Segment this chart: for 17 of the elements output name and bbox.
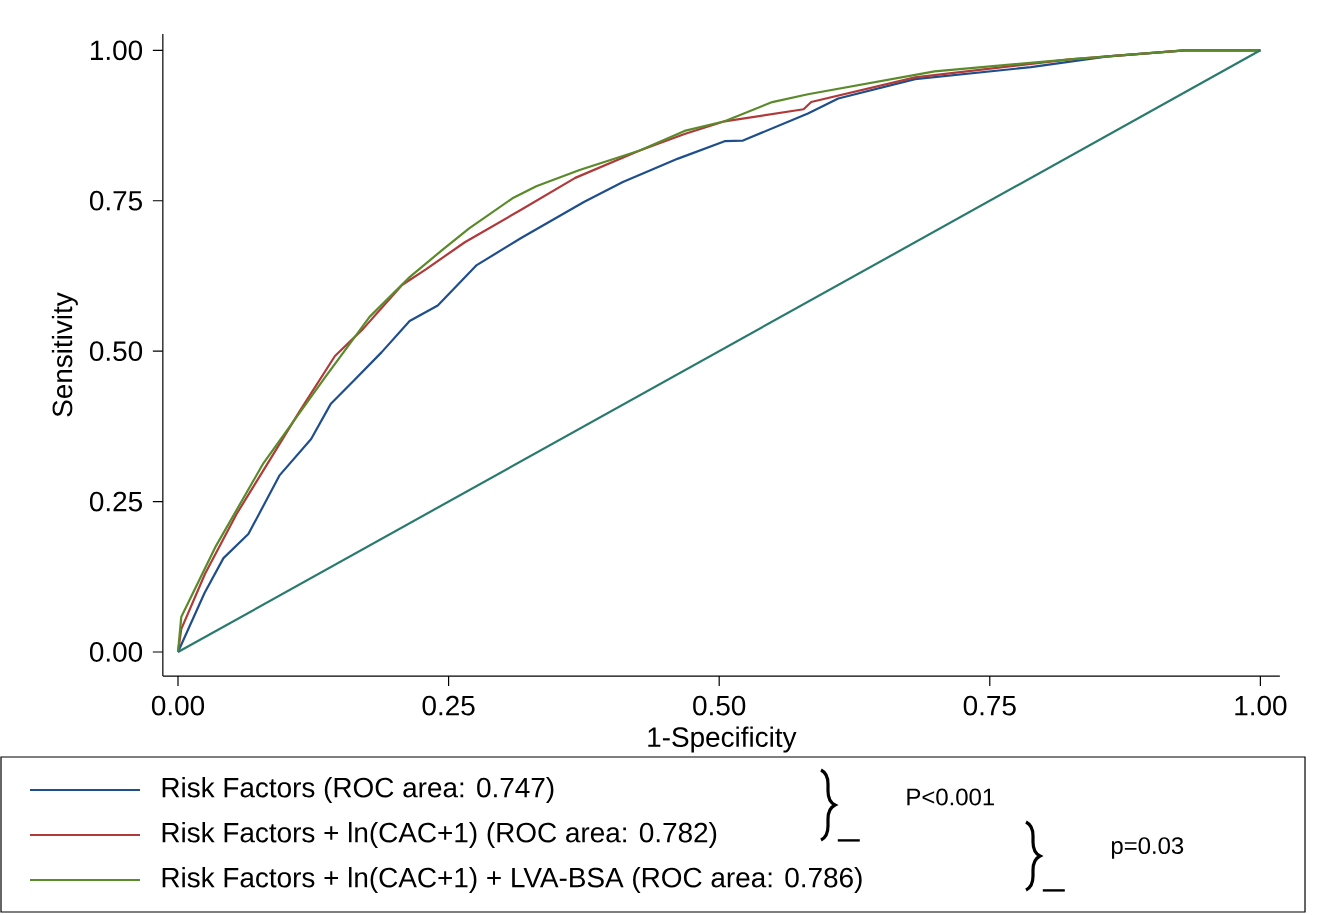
- x-axis-title: 1-Specificity: [648, 726, 797, 753]
- y-tick-label: 0.00: [89, 642, 143, 662]
- y-tick-label: 0.75: [89, 190, 142, 211]
- x-tick-label: 0.75: [963, 695, 1016, 716]
- x-tick-label: 0.25: [422, 695, 475, 716]
- y-tick-label: 0.50: [89, 341, 143, 362]
- legend-label: Risk Factors + ln(CAC+1) (ROC area: 0.782): [162, 822, 717, 848]
- legend-label: Risk Factors (ROC area: 0.747): [162, 777, 554, 803]
- x-tick-label: 0.00: [151, 695, 205, 716]
- legend-label: Risk Factors + ln(CAC+1) + LVA-BSA (ROC area: 0.786): [162, 867, 862, 893]
- y-tick-label: 0.25: [89, 491, 142, 512]
- x-tick-label: 0.50: [693, 695, 746, 716]
- text: p=0.03: [1111, 837, 1184, 859]
- x-tick-label: 1.00: [1235, 695, 1287, 716]
- text: P<0.001: [907, 788, 994, 806]
- y-tick-label: 1.00: [90, 40, 143, 61]
- y-axis-title: Sensitivity: [51, 292, 78, 417]
